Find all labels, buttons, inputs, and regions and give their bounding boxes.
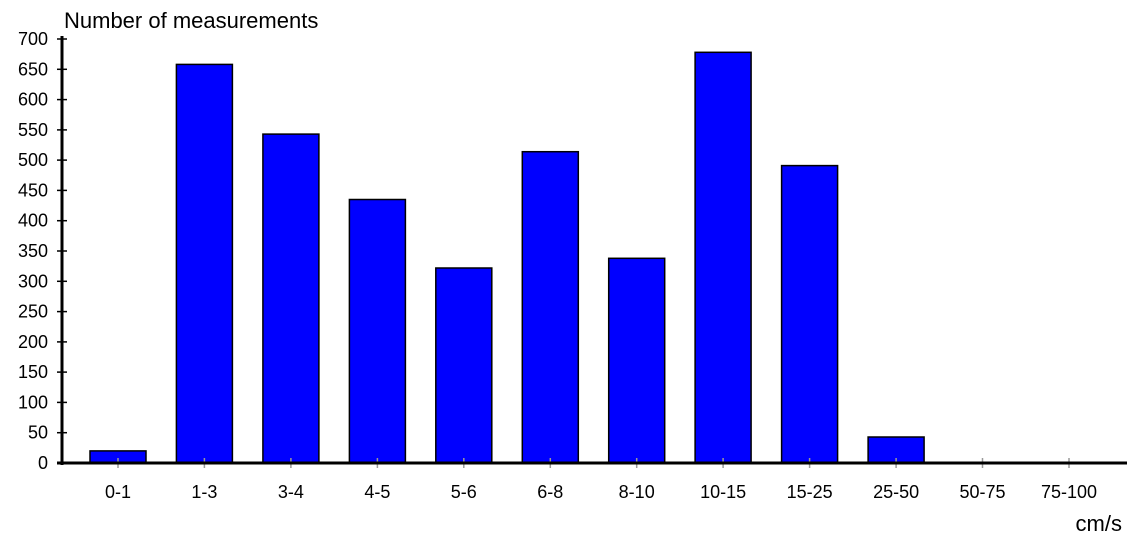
x-tick-label: 15-25 [787,482,833,502]
bar-1-3 [175,63,234,464]
x-tick-label: 8-10 [619,482,655,502]
x-tick-label: 75-100 [1041,482,1097,502]
y-tick-label: 500 [18,150,48,170]
x-tick-label: 50-75 [959,482,1005,502]
y-tick-label: 700 [18,29,48,49]
x-tick-label: 1-3 [191,482,217,502]
y-axis-ticks: 0 50 100 150 200 250 300 350 400 450 500 550 600 650 7… [18,29,67,473]
y-tick-label: 200 [18,332,48,352]
y-tick-label: 450 [18,180,48,200]
x-tick-label: 10-15 [700,482,746,502]
bar-15-25 [780,164,839,464]
x-axis-title: cm/s [1076,511,1122,536]
x-tick-label: 4-5 [364,482,390,502]
x-tick-label: 6-8 [537,482,563,502]
x-axis-ticks: 0-1 1-3 3-4 4-5 5-6 6-8 8-10 10-15 15-25 25-50 50-… [105,458,1097,502]
y-tick-label: 150 [18,362,48,382]
y-tick-label: 250 [18,302,48,322]
x-tick-label: 0-1 [105,482,131,502]
y-tick-label: 650 [18,59,48,79]
y-tick-label: 100 [18,392,48,412]
x-tick-label: 25-50 [873,482,919,502]
x-tick-label: 3-4 [278,482,304,502]
y-tick-label: 550 [18,120,48,140]
bar-6-8 [521,150,580,464]
bar-5-6 [435,267,493,464]
y-tick-label: 350 [18,241,48,261]
y-tick-label: 50 [28,423,48,443]
y-tick-label: 600 [18,90,48,110]
bars-group [89,51,925,464]
y-tick-label: 0 [38,453,48,473]
bar-3-4 [262,133,320,464]
x-tick-label: 5-6 [451,482,477,502]
bar-4-5 [348,198,407,464]
y-tick-label: 400 [18,211,48,231]
y-tick-label: 300 [18,271,48,291]
bar-8-10 [607,257,666,464]
y-axis-title: Number of measurements [64,8,318,33]
bar-10-15 [694,51,752,464]
